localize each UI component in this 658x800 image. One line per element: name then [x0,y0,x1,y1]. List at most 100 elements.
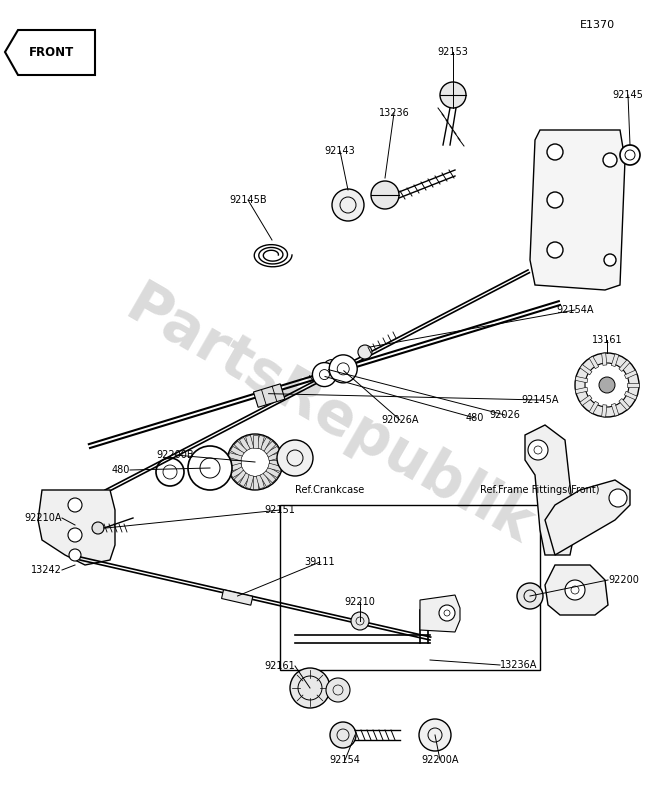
Circle shape [419,719,451,751]
Text: 480: 480 [466,413,484,423]
FancyArrow shape [230,467,244,478]
Text: 39111: 39111 [305,557,336,567]
Text: 13236: 13236 [378,108,409,118]
Circle shape [371,181,399,209]
Text: 92210A: 92210A [24,513,62,523]
FancyArrow shape [228,463,242,471]
Bar [280,505,540,670]
FancyArrow shape [611,354,619,366]
Circle shape [92,522,104,534]
Text: 92153: 92153 [438,47,468,57]
Circle shape [188,446,232,490]
Circle shape [68,498,82,512]
Circle shape [609,489,627,507]
Polygon shape [525,425,575,555]
FancyArrow shape [245,475,254,489]
FancyArrow shape [590,356,599,369]
Text: 92145B: 92145B [229,195,266,205]
FancyArrow shape [590,402,599,414]
FancyArrow shape [240,473,250,486]
Text: Ref.Crankcase: Ref.Crankcase [295,485,365,495]
FancyArrow shape [268,463,282,471]
Circle shape [565,580,585,600]
Circle shape [517,583,543,609]
Polygon shape [38,490,115,565]
Text: 92200: 92200 [608,575,639,585]
FancyArrow shape [619,398,630,410]
FancyArrow shape [619,360,630,371]
Circle shape [69,549,81,561]
FancyArrow shape [245,435,254,449]
Circle shape [329,355,357,383]
Polygon shape [545,565,608,615]
Text: 92200A: 92200A [421,755,459,765]
Circle shape [575,353,639,417]
Polygon shape [530,130,625,290]
FancyArrow shape [580,395,592,406]
FancyArrow shape [260,473,270,486]
FancyArrow shape [253,476,257,489]
Circle shape [547,192,563,208]
Circle shape [227,434,283,490]
Text: 92210: 92210 [345,597,376,607]
FancyArrow shape [253,435,257,448]
Text: PartsRepublik: PartsRepublik [115,276,543,556]
FancyArrow shape [256,475,265,489]
Circle shape [599,377,615,393]
Circle shape [332,189,364,221]
Text: 92026: 92026 [490,410,520,420]
FancyArrow shape [624,391,637,400]
Circle shape [330,722,356,748]
Text: 92151: 92151 [265,505,295,515]
FancyArrow shape [601,405,607,417]
FancyArrow shape [256,435,265,449]
FancyArrow shape [230,446,244,457]
Circle shape [313,362,336,386]
FancyArrow shape [627,383,639,387]
Circle shape [240,447,270,477]
Circle shape [547,242,563,258]
FancyArrow shape [234,470,247,483]
Text: 92143: 92143 [324,146,355,156]
Circle shape [351,612,369,630]
Text: 92161: 92161 [265,661,295,671]
Circle shape [439,605,455,621]
FancyArrow shape [263,441,276,454]
Text: 92145A: 92145A [521,395,559,405]
Circle shape [528,440,548,460]
FancyArrow shape [263,470,276,483]
Text: 92145: 92145 [613,90,644,100]
Circle shape [290,668,330,708]
FancyArrow shape [611,403,619,416]
FancyArrow shape [624,370,637,378]
FancyArrow shape [228,453,242,461]
FancyArrow shape [234,441,247,454]
Circle shape [68,528,82,542]
Circle shape [326,678,350,702]
Text: 13236A: 13236A [500,660,538,670]
Text: 13242: 13242 [31,565,62,575]
Circle shape [585,363,629,407]
FancyArrow shape [266,446,280,457]
Circle shape [604,254,616,266]
Polygon shape [5,30,95,75]
FancyArrow shape [260,438,270,451]
FancyArrow shape [601,353,607,366]
Text: 480: 480 [112,465,130,475]
Text: 92200B: 92200B [156,450,194,460]
Circle shape [547,144,563,160]
FancyArrow shape [228,459,241,465]
Polygon shape [222,590,253,605]
FancyArrow shape [269,459,282,465]
Text: 92154A: 92154A [556,305,594,315]
Text: FRONT: FRONT [30,46,74,58]
Circle shape [324,360,340,376]
Text: 92026A: 92026A [381,415,418,425]
FancyArrow shape [580,365,592,375]
FancyArrow shape [268,453,282,461]
Polygon shape [545,480,630,555]
Circle shape [440,82,466,108]
FancyArrow shape [575,387,588,394]
Text: E1370: E1370 [580,20,615,30]
Polygon shape [253,384,285,407]
